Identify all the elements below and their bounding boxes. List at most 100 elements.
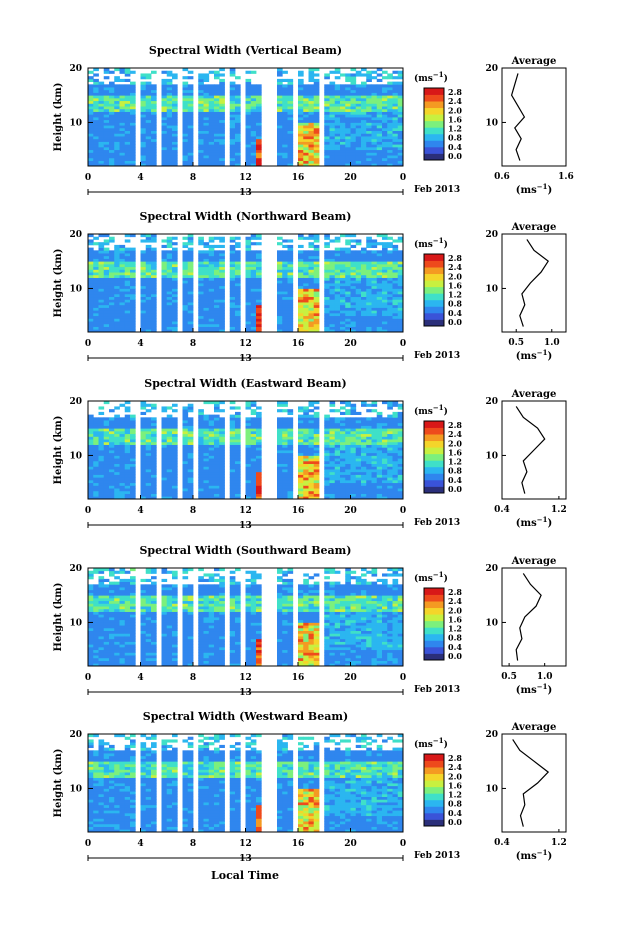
- heatmap-cell: [161, 141, 168, 145]
- heatmap-cell: [387, 272, 393, 276]
- heatmap-cell: [229, 250, 236, 254]
- heatmap-cell: [345, 234, 351, 238]
- heatmap-cell: [198, 485, 204, 489]
- heatmap-cell: [387, 266, 393, 270]
- heatmap-cell: [256, 127, 262, 132]
- heatmap-cell: [161, 133, 168, 137]
- heatmap-cell: [145, 323, 152, 327]
- heatmap-cell: [382, 329, 388, 333]
- heatmap-cell: [114, 163, 120, 167]
- heatmap-cell: [366, 288, 372, 292]
- heatmap-cell: [187, 149, 194, 153]
- heatmap-cell: [387, 144, 393, 148]
- heatmap-cell: [303, 422, 309, 426]
- heatmap-cell: [198, 299, 204, 303]
- heatmap-cell: [376, 488, 383, 492]
- heatmap-cell: [298, 103, 304, 107]
- heatmap-cell: [103, 285, 110, 289]
- heatmap-cell: [355, 125, 362, 129]
- heatmap-cell: [256, 458, 262, 462]
- heatmap-cell: [214, 127, 220, 132]
- heatmap-cell: [119, 127, 126, 132]
- heatmap-cell: [392, 163, 399, 167]
- heatmap-cell: [345, 258, 351, 262]
- heatmap-cell: [345, 299, 351, 303]
- heatmap-cell: [198, 163, 204, 167]
- heatmap-cell: [355, 321, 362, 325]
- heatmap-cell: [256, 242, 262, 246]
- heatmap-cell: [329, 263, 336, 268]
- heatmap-cell: [256, 425, 262, 429]
- heatmap-cell: [387, 488, 393, 492]
- heatmap-cell: [350, 152, 357, 156]
- heatmap-cell: [140, 307, 147, 311]
- heatmap-cell: [140, 114, 147, 118]
- heatmap-cell: [308, 117, 315, 121]
- heatmap-cell: [140, 283, 147, 287]
- heatmap-cell: [103, 269, 110, 273]
- heatmap-cell: [340, 127, 346, 132]
- heatmap-cell: [340, 157, 346, 161]
- heatmap-cell: [287, 493, 294, 497]
- heatmap-cell: [145, 409, 152, 413]
- heatmap-cell: [93, 269, 99, 273]
- heatmap-cell: [245, 144, 252, 148]
- heatmap-cell: [366, 436, 372, 440]
- heatmap-cell: [208, 401, 215, 405]
- heatmap-cell: [203, 97, 210, 102]
- day-label: 13: [239, 521, 252, 531]
- heatmap-cell: [397, 127, 404, 132]
- heatmap-cell: [114, 474, 120, 478]
- heatmap-cell: [93, 100, 99, 104]
- heatmap-cell: [119, 89, 126, 93]
- heatmap-cell: [166, 263, 173, 268]
- heatmap-cell: [313, 488, 320, 492]
- heatmap-cell: [287, 444, 294, 448]
- heatmap-cell: [229, 425, 236, 429]
- heatmap-cell: [277, 444, 283, 448]
- heatmap-cell: [313, 496, 320, 500]
- heatmap-cell: [114, 425, 120, 429]
- heatmap-cell: [340, 119, 346, 123]
- heatmap-cell: [308, 108, 315, 112]
- heatmap-cell: [235, 299, 241, 303]
- heatmap-cell: [235, 318, 241, 322]
- heatmap-cell: [313, 266, 320, 270]
- heatmap-cell: [172, 474, 178, 478]
- heatmap-cell: [161, 488, 168, 492]
- heatmap-cell: [109, 463, 115, 467]
- heatmap-cell: [151, 157, 157, 161]
- heatmap-cell: [235, 291, 241, 295]
- heatmap-cell: [392, 81, 399, 85]
- heatmap-cell: [245, 242, 252, 246]
- heatmap-cell: [277, 283, 283, 287]
- heatmap-cell: [229, 84, 236, 88]
- heatmap-cell: [187, 152, 194, 156]
- heatmap-cell: [303, 152, 309, 156]
- heatmap-cell: [140, 250, 147, 254]
- heatmap-cell: [203, 479, 210, 484]
- heatmap-cell: [93, 114, 99, 118]
- heatmap-cell: [124, 253, 131, 257]
- heatmap-cell: [214, 149, 220, 153]
- heatmap-cell: [345, 239, 351, 243]
- heatmap-cell: [340, 274, 346, 278]
- heatmap-cell: [93, 141, 99, 145]
- heatmap-cell: [140, 149, 147, 153]
- heatmap-cell: [345, 447, 351, 451]
- heatmap-cell: [140, 97, 147, 102]
- heatmap-cell: [350, 318, 357, 322]
- heatmap-cell: [287, 163, 294, 167]
- heatmap-cell: [392, 247, 399, 251]
- heatmap-cell: [182, 114, 189, 118]
- heatmap-cell: [392, 263, 399, 268]
- heatmap-cell: [371, 471, 378, 475]
- heatmap-cell: [329, 114, 336, 118]
- heatmap-cell: [187, 477, 194, 481]
- heatmap-cell: [98, 144, 105, 148]
- heatmap-cell: [277, 296, 283, 300]
- heatmap-cell: [88, 450, 94, 454]
- heatmap-cell: [93, 293, 99, 298]
- heatmap-cell: [361, 144, 367, 148]
- heatmap-cell: [109, 479, 115, 484]
